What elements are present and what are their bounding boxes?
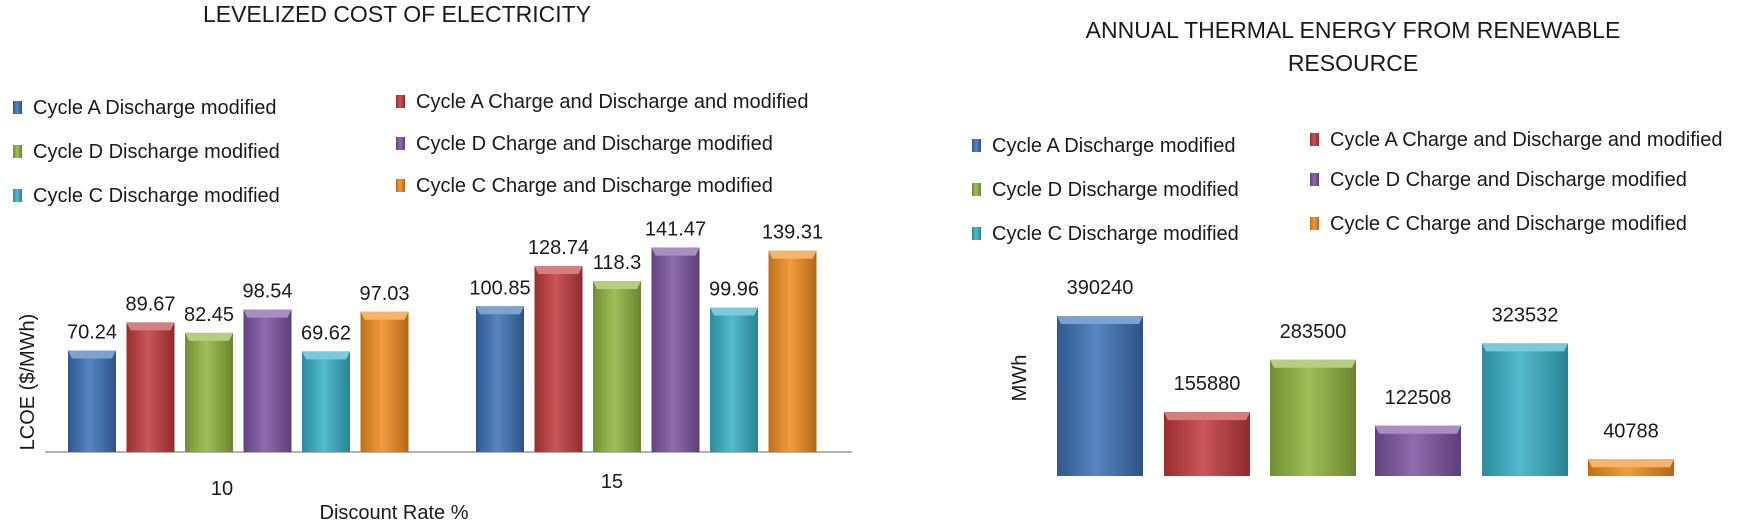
lcoe-legend-swatch [396,179,405,192]
lcoe-chart-title: LEVELIZED COST OF ELECTRICITY [203,1,591,27]
thermal-legend-item: Cycle C Discharge modified [972,223,1239,245]
thermal-bar [1375,425,1461,476]
thermal-legend-label: Cycle C Discharge modified [992,223,1239,245]
lcoe-legend-label: Cycle A Charge and Discharge and modifie… [416,91,808,113]
lcoe-legend-label: Cycle D Charge and Discharge modified [416,133,773,155]
lcoe-legend-item: Cycle C Discharge modified [13,185,280,207]
thermal-data-label: 40788 [1603,420,1659,442]
lcoe-bar [126,322,175,452]
lcoe-data-label: 89.67 [125,293,175,315]
thermal-data-label: 323532 [1492,304,1559,326]
lcoe-bars: 70.24 89.67 82.45 98.54 69.62 97.03 100.85 128.… [67,219,823,452]
thermal-bars: 390240 155880 283500 122508 323532 40788 [1057,277,1674,476]
lcoe-data-label: 100.85 [469,277,530,299]
lcoe-legend-swatch [13,145,22,158]
lcoe-legend-label: Cycle A Discharge modified [33,97,276,119]
lcoe-legend-item: Cycle D Discharge modified [13,141,280,163]
thermal-energy-chart: ANNUAL THERMAL ENERGY FROM RENEWABLE RES… [972,17,1722,476]
lcoe-legend-item: Cycle C Charge and Discharge modified [396,175,773,197]
lcoe-bar [360,311,409,452]
lcoe-data-label: 82.45 [184,304,234,326]
lcoe-legend-label: Cycle D Discharge modified [33,141,280,163]
thermal-data-label: 155880 [1174,373,1241,395]
thermal-legend-item: Cycle A Charge and Discharge and modifie… [1310,129,1722,151]
thermal-legend-label: Cycle D Charge and Discharge modified [1330,169,1687,191]
lcoe-bar [68,350,116,452]
lcoe-data-label: 128.74 [528,237,589,259]
lcoe-bar [651,247,700,452]
lcoe-x-tick-label: 10 [211,478,233,500]
thermal-legend-item: Cycle C Charge and Discharge modified [1310,213,1687,235]
thermal-legend-swatch [1310,133,1319,146]
lcoe-legend-label: Cycle C Charge and Discharge modified [416,175,773,197]
thermal-legend: Cycle A Discharge modified Cycle A Charge… [972,129,1722,245]
thermal-legend-swatch [972,139,981,152]
lcoe-legend-item: Cycle A Discharge modified [13,97,276,119]
lcoe-bar [302,351,350,452]
thermal-legend-swatch [972,227,981,240]
lcoe-x-tick-label: 15 [601,471,623,493]
thermal-legend-label: Cycle A Charge and Discharge and modifie… [1330,129,1722,151]
lcoe-data-label: 99.96 [709,279,759,301]
thermal-y-axis-label: MWh [1009,355,1031,402]
lcoe-x-axis-label: Discount Rate % [320,502,469,524]
lcoe-bar [185,332,233,452]
lcoe-data-label: 141.47 [645,219,706,241]
lcoe-y-axis-label: LCOE ($/MWh) [17,314,39,451]
lcoe-chart: LEVELIZED COST OF ELECTRICITY Cycle A Di… [13,1,852,524]
lcoe-bar [534,265,583,452]
lcoe-legend-label: Cycle C Discharge modified [33,185,280,207]
lcoe-data-label: 69.62 [301,322,351,344]
thermal-bar [1164,412,1250,476]
lcoe-data-label: 98.54 [242,281,292,303]
thermal-legend-label: Cycle C Charge and Discharge modified [1330,213,1687,235]
thermal-legend-label: Cycle D Discharge modified [992,179,1239,201]
thermal-data-label: 283500 [1280,321,1347,343]
thermal-bar [1057,316,1143,476]
lcoe-bar [593,281,641,452]
lcoe-legend-item: Cycle D Charge and Discharge modified [396,133,773,155]
thermal-chart-title-line-2: RESOURCE [1288,50,1418,76]
lcoe-data-label: 70.24 [67,322,117,344]
thermal-data-label: 122508 [1385,387,1452,409]
lcoe-data-label: 118.3 [593,252,642,274]
thermal-bar [1270,359,1356,476]
thermal-legend-label: Cycle A Discharge modified [992,135,1235,157]
thermal-legend-swatch [972,183,981,196]
thermal-data-label: 390240 [1067,277,1134,299]
lcoe-legend-item: Cycle A Charge and Discharge and modifie… [396,91,808,113]
lcoe-legend: Cycle A Discharge modified Cycle A Charge… [13,91,808,207]
lcoe-bar [476,306,524,452]
lcoe-bar [768,250,817,452]
thermal-legend-item: Cycle A Discharge modified [972,135,1235,157]
lcoe-x-ticks: 10 15 [211,471,623,500]
lcoe-data-label: 139.31 [762,222,823,244]
lcoe-data-label: 97.03 [359,283,409,305]
thermal-legend-swatch [1310,173,1319,186]
thermal-chart-title-line-1: ANNUAL THERMAL ENERGY FROM RENEWABLE [1086,17,1621,43]
lcoe-bar [243,309,292,452]
lcoe-legend-swatch [13,189,22,202]
thermal-legend-item: Cycle D Charge and Discharge modified [1310,169,1687,191]
thermal-bar [1482,343,1568,476]
thermal-legend-item: Cycle D Discharge modified [972,179,1239,201]
lcoe-legend-swatch [396,95,405,108]
lcoe-legend-swatch [396,137,405,150]
lcoe-bar [710,307,758,452]
thermal-bar [1588,459,1674,476]
lcoe-legend-swatch [13,101,22,114]
thermal-legend-swatch [1310,217,1319,230]
